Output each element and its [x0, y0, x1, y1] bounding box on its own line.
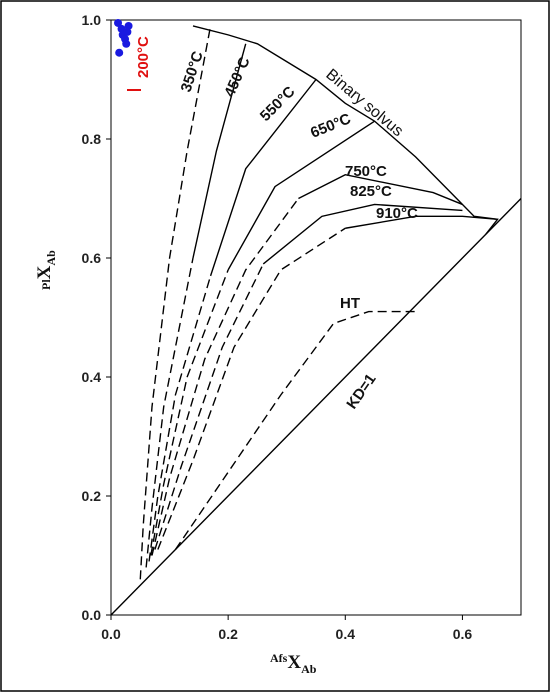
sample-points — [114, 18, 133, 57]
y-tick-label-4: 0.8 — [82, 131, 102, 147]
curve-5-solid — [262, 203, 463, 265]
series-curves — [110, 25, 522, 616]
curve-6-solid — [345, 215, 498, 229]
curve-1-solid — [192, 43, 247, 259]
curve-1-dashed — [145, 257, 194, 568]
sample-point-4 — [123, 27, 132, 36]
sample-point-7 — [124, 21, 133, 30]
sample-point-5 — [122, 39, 131, 48]
curve-9 — [110, 198, 522, 616]
x-axis-title: AfsXAb — [270, 651, 317, 676]
x-tick-label-2: 0.4 — [336, 626, 356, 642]
sample-point-6 — [115, 48, 124, 57]
y-tick-label-2: 0.4 — [82, 369, 102, 385]
y-tick-label-5: 1.0 — [82, 12, 102, 28]
curve-4-dashed — [151, 198, 299, 556]
curve-2-solid — [209, 79, 317, 277]
plot-area — [110, 19, 522, 616]
curve-3-solid — [227, 120, 375, 271]
x-tick-label-1: 0.2 — [218, 626, 238, 642]
curve-8 — [192, 25, 499, 235]
label-825: 825°C — [350, 183, 392, 200]
y-tick-label-0: 0.0 — [82, 607, 102, 623]
x-tick-label-0: 0.0 — [101, 626, 121, 642]
curve-5-dashed — [154, 263, 264, 550]
label-ht: HT — [340, 295, 360, 312]
label-750: 750°C — [345, 163, 387, 180]
curve-4-solid — [298, 173, 463, 206]
y-tick-label-1: 0.2 — [82, 488, 102, 504]
axis-ticks: 0.0 0.2 0.4 0.6 0.0 0.2 0.4 0.6 0.8 1.0 — [82, 12, 473, 642]
curve-6-dashed — [157, 227, 346, 550]
y-tick-label-3: 0.6 — [82, 250, 102, 266]
x-tick-label-3: 0.6 — [453, 626, 473, 642]
label-200: 200°C — [135, 36, 152, 78]
y-axis-title: PlXAb — [34, 250, 58, 290]
curve-7 — [174, 310, 416, 550]
curve-2-dashed — [148, 275, 212, 562]
label-910: 910°C — [376, 205, 418, 222]
curve-3-dashed — [150, 269, 229, 556]
sample-point-0 — [114, 18, 123, 27]
curve-0 — [139, 25, 212, 580]
